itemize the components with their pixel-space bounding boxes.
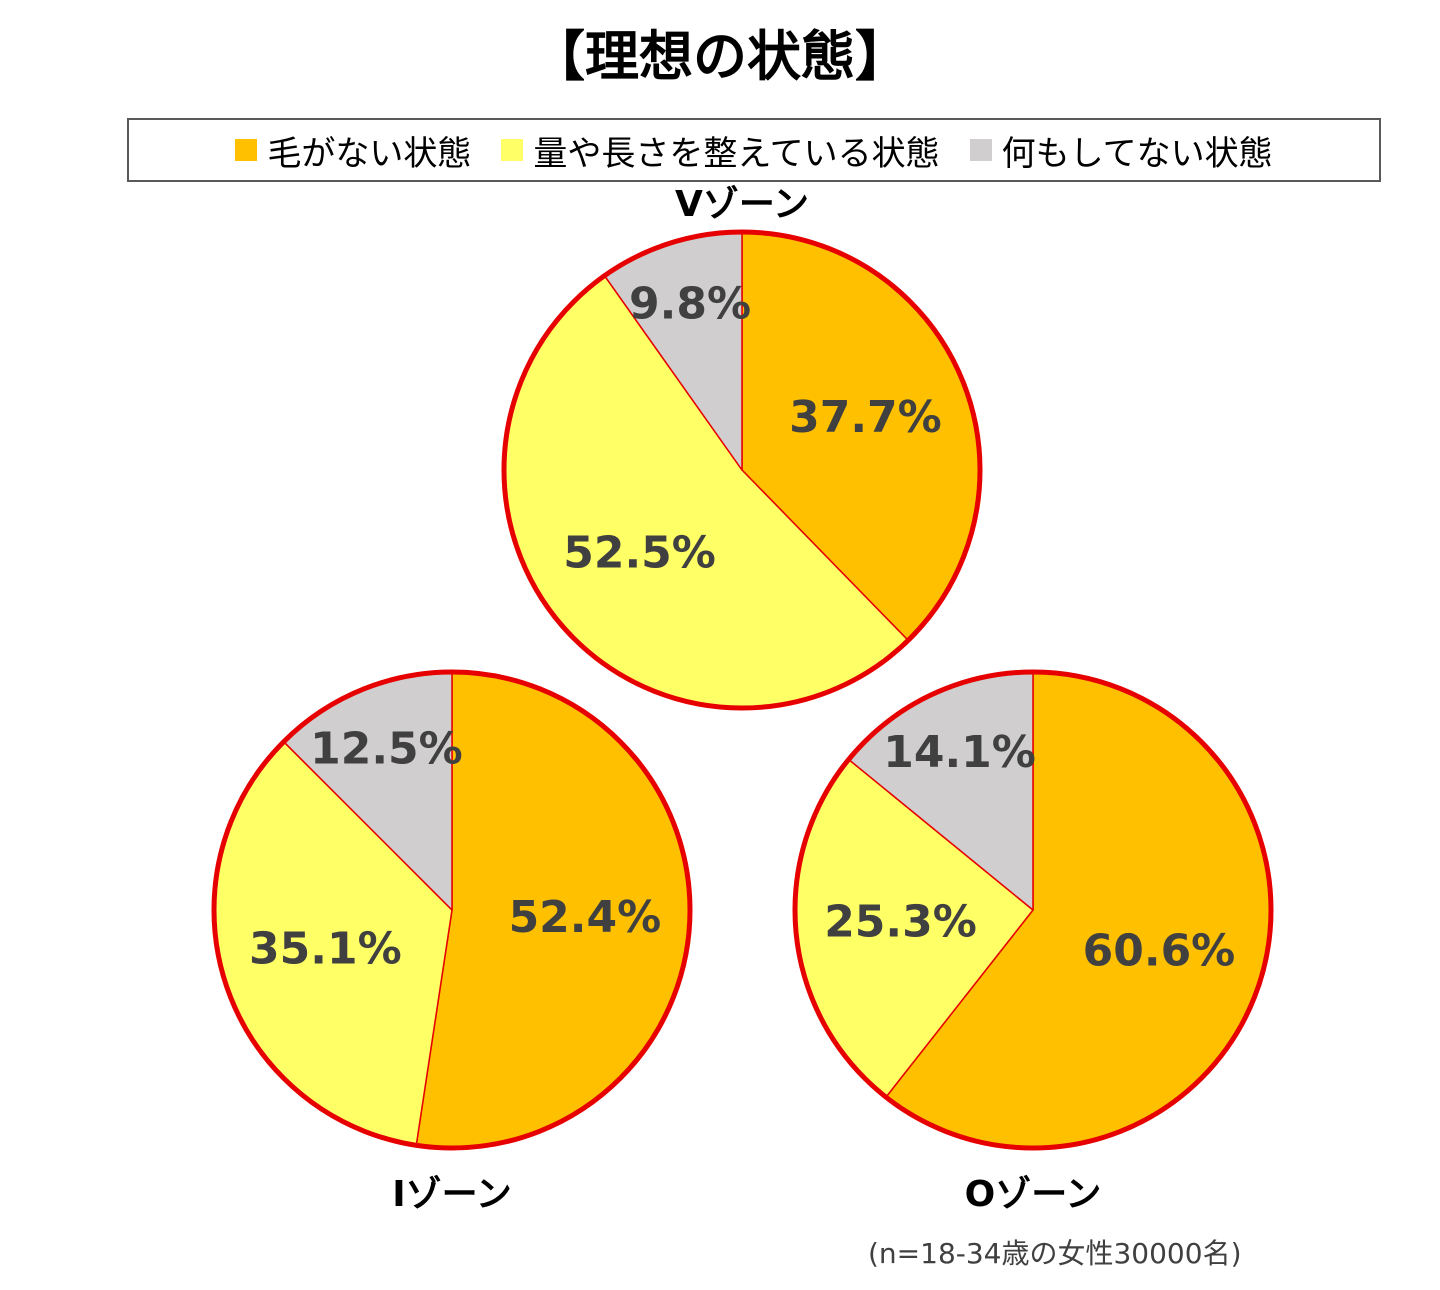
legend: 毛がない状態 量や長さを整えている状態 何もしてない状態 [127, 118, 1381, 182]
data-label: 37.7% [789, 392, 942, 443]
legend-swatch [969, 139, 992, 161]
pie-chart-0: 37.7% 52.5% 9.8% Vゾーン [501, 184, 983, 711]
pie-outline [211, 669, 693, 1151]
data-label: 9.8% [629, 279, 751, 330]
pie-chart-1: 52.4% 35.1% 12.5% Iゾーン [211, 669, 693, 1215]
data-label: 25.3% [824, 897, 977, 948]
pie-outline [792, 669, 1274, 1151]
pie-title: Oゾーン [965, 1174, 1102, 1215]
data-label: 35.1% [249, 924, 402, 975]
data-label: 12.5% [310, 724, 463, 775]
pie-title: Vゾーン [675, 184, 809, 225]
legend-item-trimmed: 量や長さを整えている状態 [501, 126, 940, 175]
data-label: 14.1% [883, 727, 1036, 778]
data-label: 60.6% [1083, 926, 1236, 977]
legend-item-untouched: 何もしてない状態 [969, 126, 1273, 175]
pie-outline [501, 229, 983, 711]
legend-label: 何もしてない状態 [1001, 133, 1273, 174]
legend-label: 毛がない状態 [267, 133, 472, 174]
footnote: (n=18-34歳の女性30000名) [868, 1237, 1242, 1270]
legend-swatch [235, 139, 258, 161]
pie-chart-2: 60.6% 25.3% 14.1% Oゾーン [792, 669, 1274, 1215]
legend-label: 量や長さを整えている状態 [533, 133, 940, 174]
chart-title: 【理想の状態】 [531, 25, 909, 88]
pie-title: Iゾーン [392, 1174, 512, 1215]
data-label: 52.5% [563, 527, 716, 578]
data-label: 52.4% [509, 892, 662, 943]
legend-item-no-hair: 毛がない状態 [235, 126, 471, 175]
legend-swatch [501, 139, 524, 161]
